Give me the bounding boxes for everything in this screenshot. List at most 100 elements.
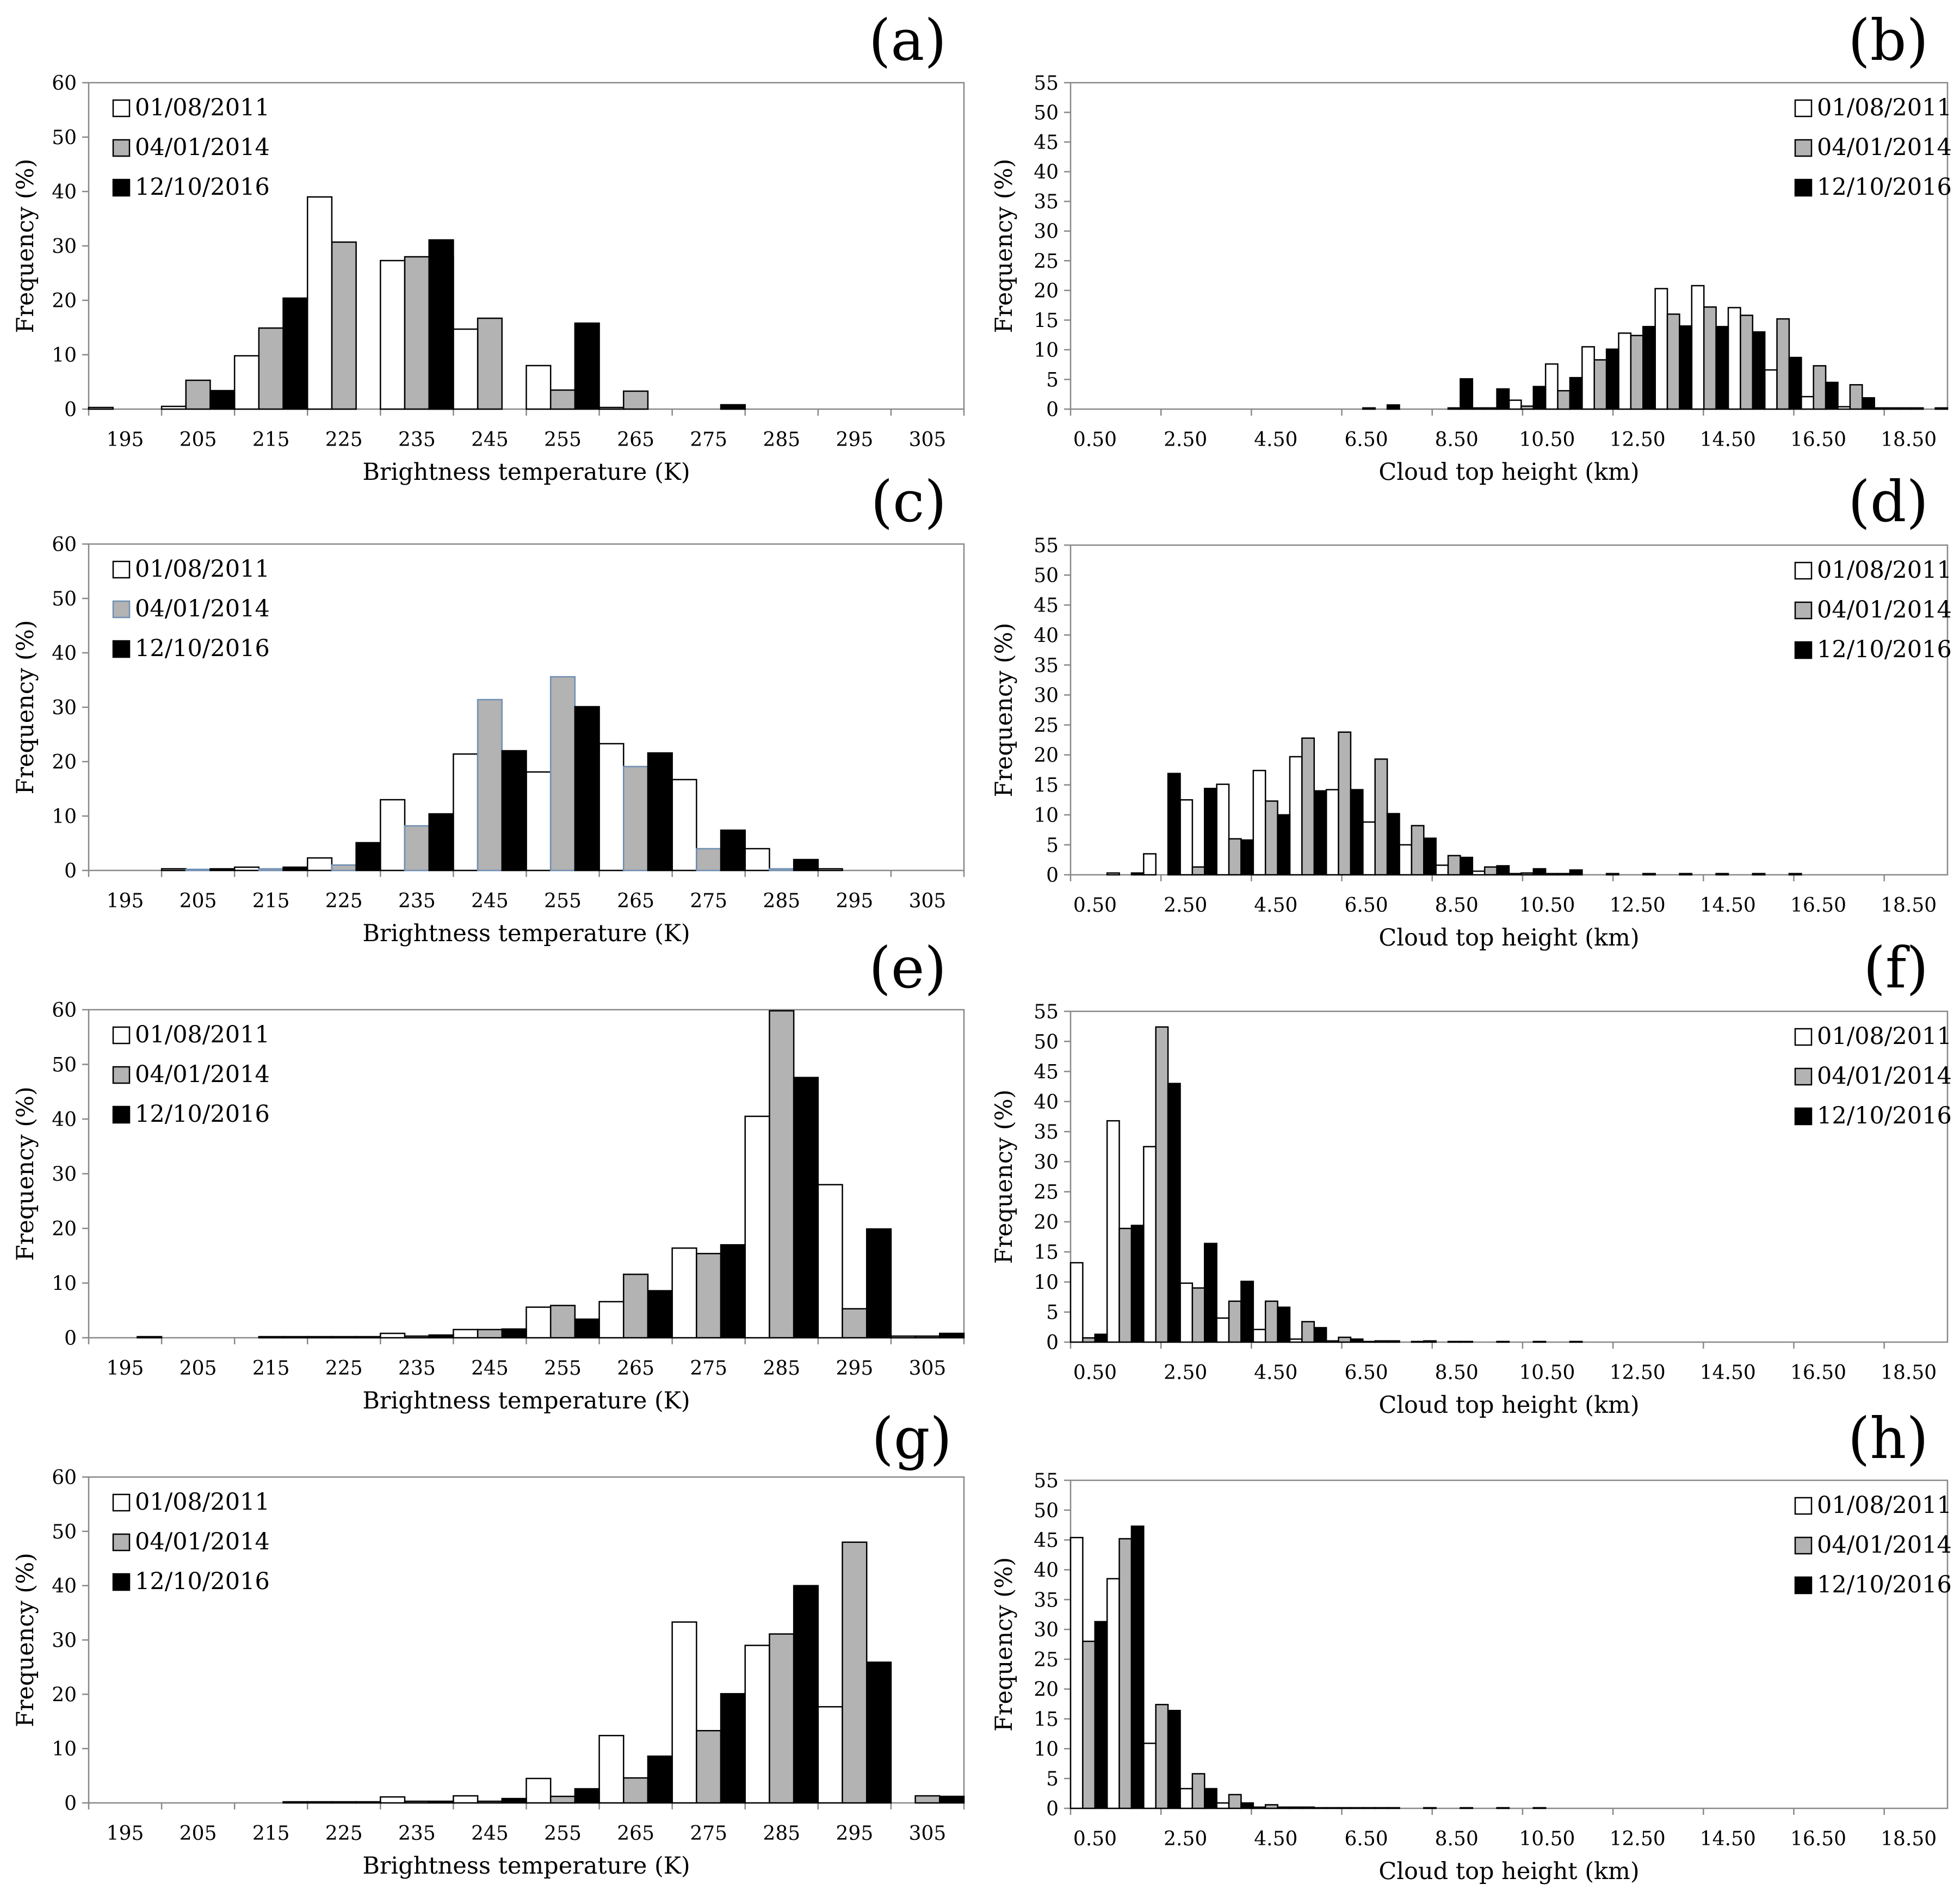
bar-d-s1-b7 — [1338, 731, 1352, 876]
bar-c-s2-b8 — [720, 829, 746, 872]
panel-label: (d) — [1848, 468, 1928, 535]
bar-b-s1-b22 — [1885, 407, 1900, 410]
x-axis-label: Cloud top height (km) — [1378, 924, 1639, 952]
x-tick-label: 275 — [690, 429, 727, 451]
bar-b-s0-b13 — [1544, 363, 1559, 410]
y-tick-label: 50 — [1034, 102, 1059, 125]
bar-g-s1-b8 — [696, 1729, 722, 1804]
y-tick-label: 45 — [1034, 595, 1059, 617]
bar-d-s0-b9 — [1399, 844, 1413, 876]
y-axis-label: Frequency (%) — [12, 620, 39, 795]
bar-c-s0-b3 — [307, 857, 333, 872]
bar-e-s1-b11 — [914, 1335, 941, 1339]
bar-g-s2-b4 — [428, 1800, 454, 1804]
bar-e-s0-b7 — [598, 1301, 625, 1339]
bar-b-s1-b18 — [1740, 314, 1754, 410]
x-tick-label: 6.50 — [1344, 894, 1388, 917]
x-tick-label: 265 — [617, 1822, 654, 1845]
bar-e-s2-b6 — [574, 1318, 600, 1339]
y-tick-label: 45 — [1034, 1061, 1059, 1084]
legend-label: 12/10/2016 — [1817, 1571, 1952, 1598]
x-tick-label: 12.50 — [1610, 894, 1666, 917]
bar-h-s0-b6 — [1289, 1806, 1303, 1809]
bar-g-s0-b7 — [598, 1734, 625, 1804]
y-tick-label: 0 — [1046, 864, 1059, 887]
x-tick-label: 4.50 — [1254, 1828, 1297, 1850]
y-tick-label: 15 — [1034, 310, 1059, 332]
bar-h-s2-b1 — [1130, 1525, 1145, 1809]
bar-d-s1-b10 — [1447, 855, 1461, 876]
x-tick-label: 295 — [836, 1357, 874, 1380]
bar-a-s2-b2 — [282, 297, 308, 410]
x-tick-label: 18.50 — [1881, 1828, 1937, 1850]
x-tick-label: 205 — [180, 429, 217, 451]
legend-label: 01/08/2011 — [135, 94, 270, 121]
bar-h-s0-b4 — [1216, 1802, 1230, 1809]
x-tick-label: 195 — [107, 1357, 144, 1380]
y-tick-label: 30 — [1034, 1619, 1059, 1641]
bar-f-s1-b3 — [1191, 1287, 1205, 1343]
legend-swatch — [1794, 601, 1813, 620]
bar-c-s2-b1 — [209, 868, 236, 872]
bar-b-s2-b13 — [1569, 376, 1583, 410]
bar-d-s0-b10 — [1435, 864, 1449, 876]
bar-a-s2-b8 — [720, 404, 746, 410]
x-tick-label: 16.50 — [1790, 429, 1846, 451]
bar-e-s1-b3 — [331, 1336, 357, 1339]
bar-g-s1-b10 — [842, 1541, 868, 1804]
bar-d-s1-b8 — [1374, 758, 1388, 876]
panel-h: (h) 0 5 10 15 20 25 30 35 40 45 50 55 0.50 2.50 4.50 6.5… — [991, 1405, 1952, 1885]
bar-a-x0-b1 — [160, 405, 187, 410]
x-axis-label: Brightness temperature (K) — [362, 920, 690, 947]
x-tick-label: 0.50 — [1073, 1362, 1117, 1384]
y-tick-label: 0 — [1046, 1798, 1059, 1820]
y-tick-label: 10 — [1034, 805, 1059, 827]
x-tick-label: 265 — [617, 1357, 654, 1380]
bar-d-s2-b16 — [1679, 873, 1693, 876]
bar-d-s2-b10 — [1460, 856, 1474, 876]
y-tick-label: 40 — [1034, 625, 1059, 647]
bar-d-s2-b17 — [1715, 873, 1729, 876]
bar-d-s2-b6 — [1313, 790, 1327, 876]
bar-f-s2-b4 — [1240, 1281, 1254, 1343]
bar-d-s2-b15 — [1642, 873, 1656, 876]
y-tick-label: 50 — [52, 1521, 77, 1543]
bar-f-s2-b3 — [1204, 1243, 1217, 1343]
x-tick-label: 225 — [325, 1822, 363, 1845]
legend-label: 01/08/2011 — [135, 1488, 270, 1516]
bar-c-s0-b9 — [744, 848, 770, 872]
x-tick-label: 18.50 — [1881, 429, 1937, 451]
bar-c-s1-b3 — [331, 864, 357, 872]
bar-b-s2-b16 — [1679, 325, 1693, 410]
x-tick-label: 2.50 — [1164, 894, 1207, 917]
y-tick-label: 5 — [1046, 369, 1059, 391]
bar-c-s1-b9 — [769, 868, 795, 872]
y-tick-label: 55 — [1034, 1001, 1059, 1023]
x-tick-label: 275 — [690, 890, 727, 912]
bar-f-s1-b1 — [1118, 1227, 1133, 1343]
x-axis-label: Cloud top height (km) — [1378, 1858, 1639, 1885]
x-tick-label: 285 — [763, 890, 800, 912]
x-tick-label: 4.50 — [1254, 429, 1297, 451]
bar-b-s2-b22 — [1898, 407, 1912, 410]
legend-swatch — [1794, 1028, 1813, 1046]
bar-b-s2-b8 — [1386, 404, 1400, 410]
legend-swatch — [112, 1533, 131, 1552]
x-tick-label: 295 — [836, 429, 874, 451]
bar-c-s2-b7 — [647, 752, 673, 872]
x-tick-label: 285 — [763, 1822, 800, 1845]
y-tick-label: 15 — [1034, 1709, 1059, 1731]
bar-g-s1-b5 — [477, 1800, 503, 1804]
bar-f-s2-b5 — [1277, 1306, 1291, 1343]
bar-c-s0-b8 — [671, 778, 697, 872]
y-axis-label: Frequency (%) — [12, 1086, 39, 1261]
bar-a-x0-b3 — [307, 196, 333, 410]
legend-swatch — [1794, 1536, 1813, 1555]
x-tick-label: 205 — [180, 1357, 217, 1380]
x-tick-label: 295 — [836, 1822, 874, 1845]
bar-e-s1-b8 — [696, 1252, 722, 1339]
bar-b-s1-b11 — [1483, 407, 1498, 410]
x-tick-label: 195 — [107, 890, 144, 912]
y-tick-label: 55 — [1034, 535, 1059, 557]
